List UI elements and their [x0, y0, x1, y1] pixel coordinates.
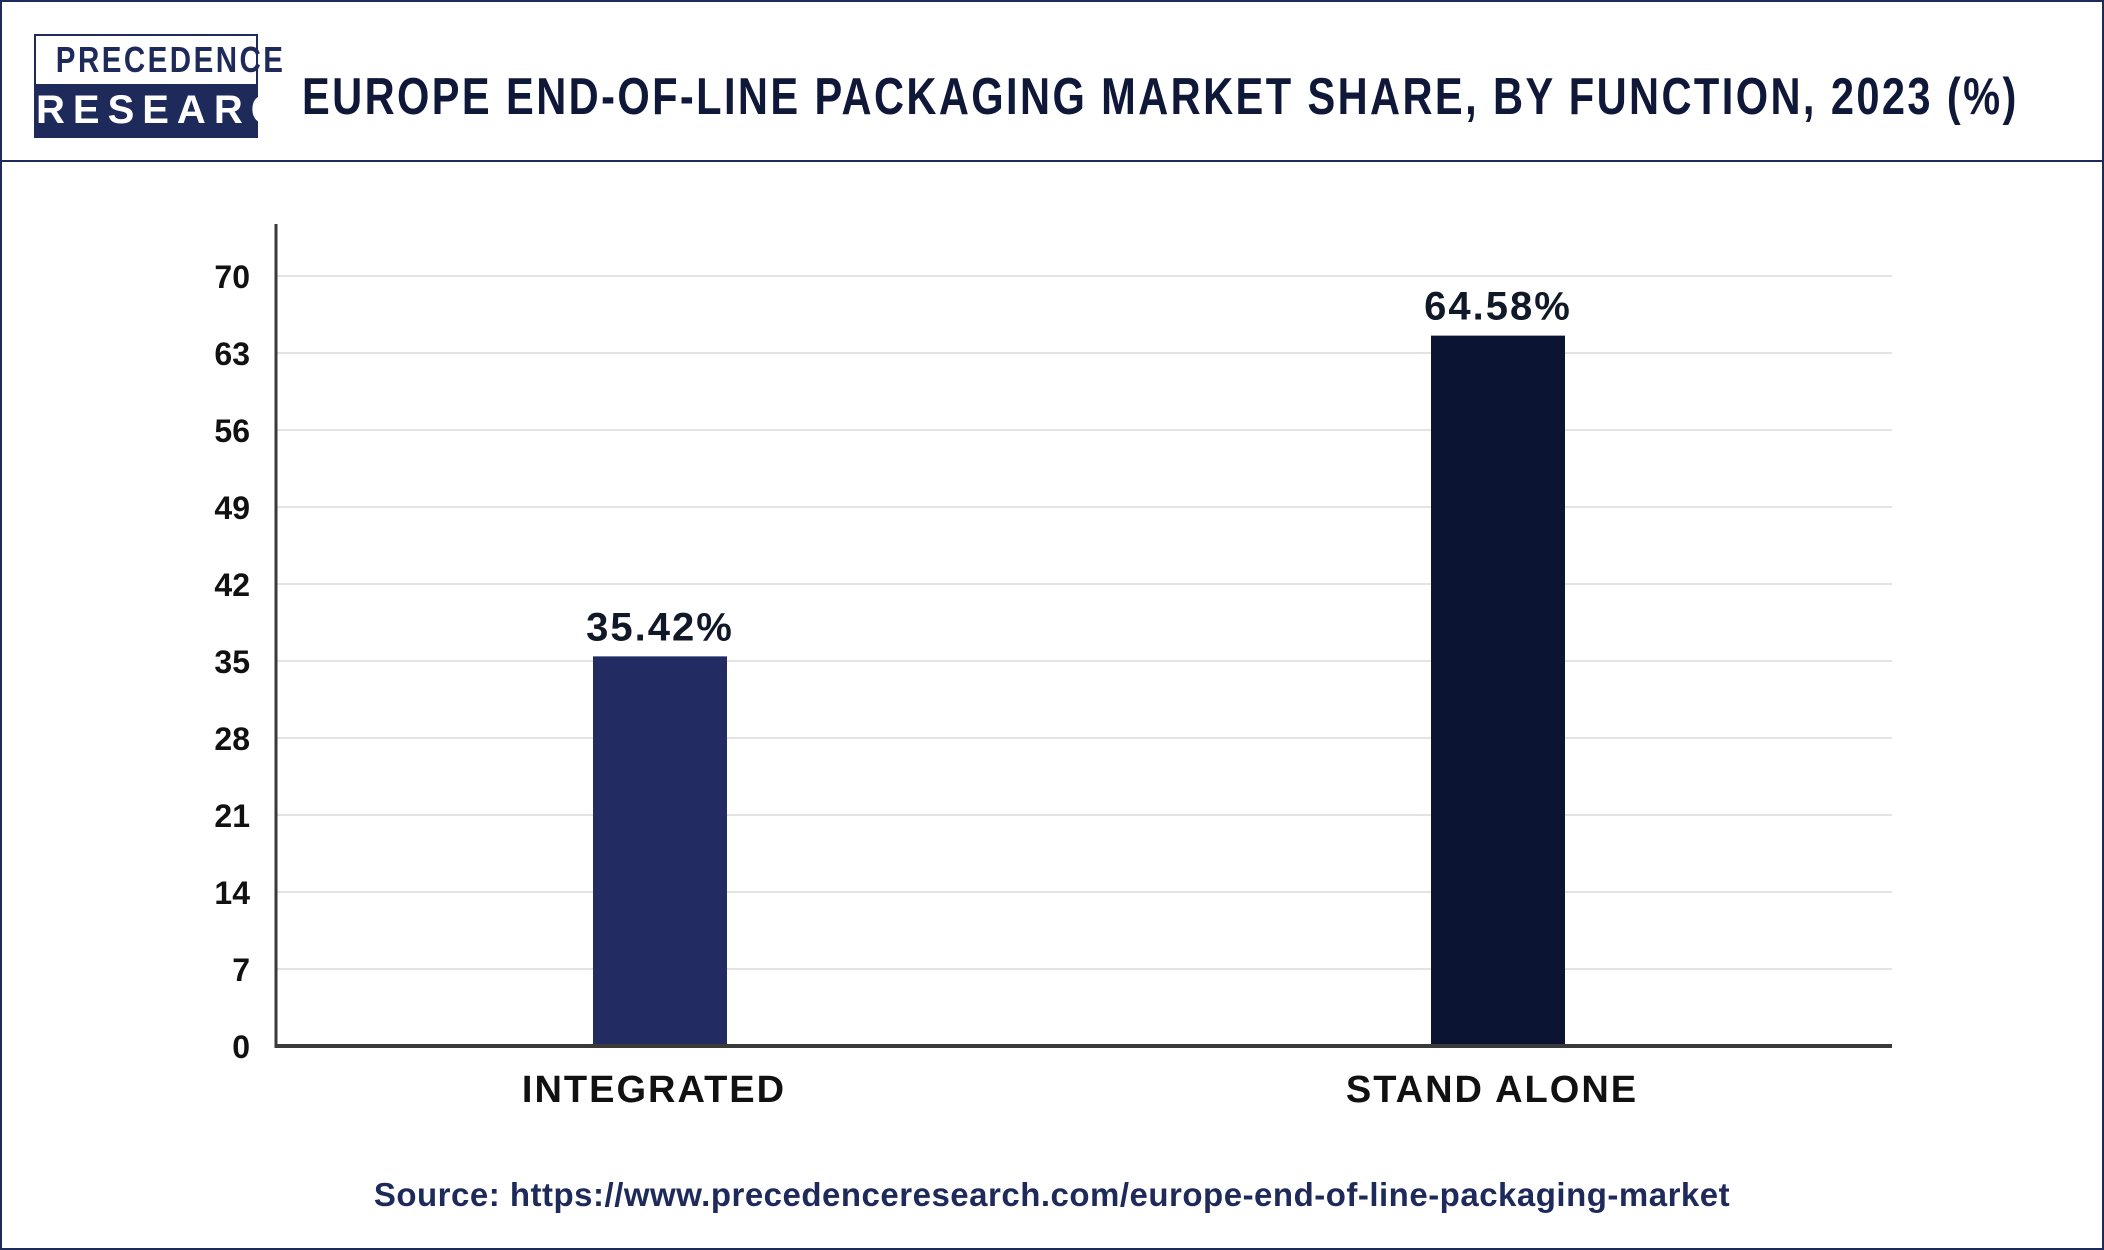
y-tick-label: 63 — [214, 336, 250, 372]
y-tick-label: 35 — [214, 644, 250, 680]
y-tick-label: 49 — [214, 490, 250, 526]
bars — [593, 335, 1565, 1046]
data-label: 64.58% — [1424, 285, 1572, 329]
y-tick-label: 56 — [214, 413, 250, 449]
gridlines — [276, 275, 1892, 970]
y-tick-label: 7 — [232, 952, 250, 988]
data-labels: 35.42% 64.58% — [586, 285, 1572, 650]
bar-integrated — [593, 656, 727, 1046]
x-tick-label: STAND ALONE — [1346, 1069, 1638, 1111]
data-label: 35.42% — [586, 605, 734, 649]
x-axis-ticks: INTEGRATED STAND ALONE — [522, 1069, 1638, 1111]
header: PRECEDENCE RESEARCH EUROPE END-OF-LINE P… — [2, 2, 2102, 162]
y-tick-label: 70 — [214, 259, 250, 295]
y-tick-label: 21 — [214, 798, 250, 834]
y-axis-ticks: 0 7 14 21 28 35 42 49 56 63 70 — [214, 259, 250, 1065]
y-tick-label: 0 — [232, 1029, 250, 1065]
x-tick-label: INTEGRATED — [522, 1069, 786, 1111]
y-tick-label: 14 — [214, 875, 250, 911]
y-tick-label: 42 — [214, 567, 250, 603]
y-tick-label: 28 — [214, 721, 250, 757]
bar-stand-alone — [1431, 335, 1565, 1046]
source-note: Source: https://www.precedenceresearch.c… — [373, 1176, 1731, 1213]
